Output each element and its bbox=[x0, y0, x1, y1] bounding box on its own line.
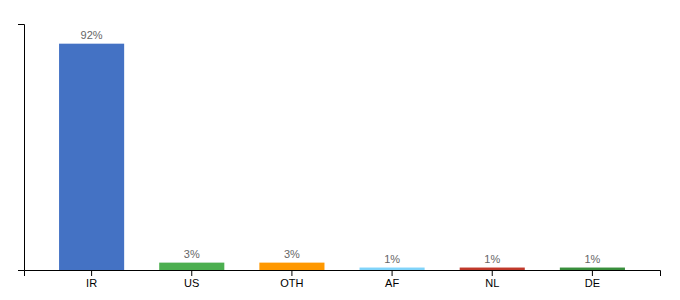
chart: IR US OTH AF NL DE 92% 3% 3% 1% 1% 1% bbox=[0, 0, 680, 300]
data-label: 92% bbox=[81, 29, 103, 41]
bar bbox=[560, 268, 625, 270]
x-tick: NL bbox=[485, 270, 499, 289]
x-tick-mark bbox=[91, 270, 92, 276]
x-tick-label: AF bbox=[385, 277, 399, 289]
x-tick-mark bbox=[191, 270, 192, 276]
x-tick: AF bbox=[385, 270, 399, 289]
x-tick-mark bbox=[291, 270, 292, 276]
data-label: 3% bbox=[284, 248, 300, 260]
bar bbox=[259, 263, 324, 270]
x-axis: IR US OTH AF NL DE bbox=[25, 270, 661, 289]
x-tick-label: DE bbox=[585, 277, 600, 289]
data-label: 1% bbox=[384, 253, 400, 265]
x-tick: DE bbox=[585, 270, 600, 289]
x-tick-mark bbox=[592, 270, 593, 276]
bar bbox=[159, 263, 224, 270]
bar bbox=[59, 44, 124, 270]
x-tick-label: NL bbox=[485, 277, 499, 289]
x-tick: OTH bbox=[280, 270, 303, 289]
bar bbox=[360, 268, 425, 270]
data-label: 1% bbox=[484, 253, 500, 265]
x-tick-mark bbox=[392, 270, 393, 276]
x-tick: IR bbox=[86, 270, 97, 289]
x-axis-line bbox=[25, 271, 661, 277]
data-labels: 92% 3% 3% 1% 1% 1% bbox=[81, 29, 601, 265]
data-label: 1% bbox=[584, 253, 600, 265]
x-tick: US bbox=[184, 270, 199, 289]
y-axis-line bbox=[18, 25, 25, 271]
bars bbox=[59, 44, 625, 270]
plot: IR US OTH AF NL DE 92% 3% 3% 1% 1% 1% bbox=[18, 25, 661, 289]
y-axis bbox=[18, 25, 25, 271]
x-tick-mark bbox=[492, 270, 493, 276]
x-tick-label: OTH bbox=[280, 277, 303, 289]
bar bbox=[460, 268, 525, 270]
x-tick-label: IR bbox=[86, 277, 97, 289]
data-label: 3% bbox=[184, 248, 200, 260]
x-tick-label: US bbox=[184, 277, 199, 289]
